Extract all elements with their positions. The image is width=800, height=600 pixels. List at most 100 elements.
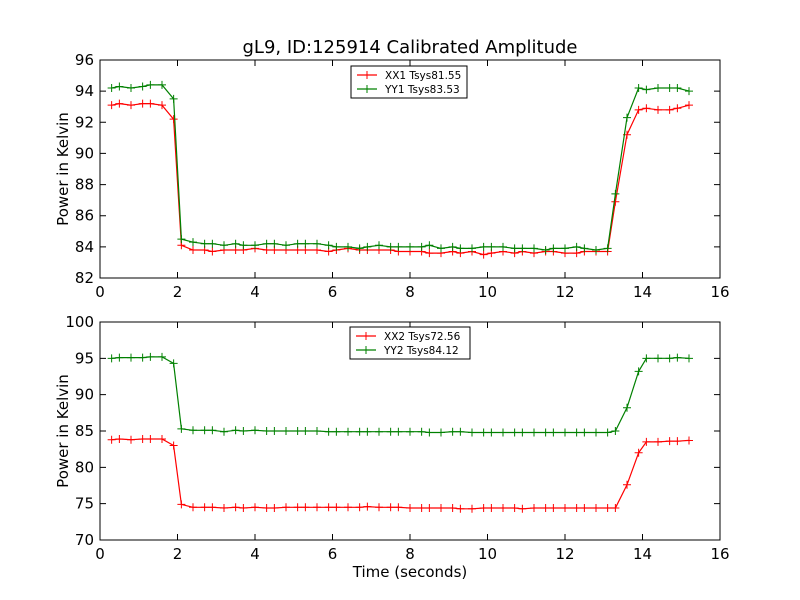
data-point: [355, 244, 364, 253]
data-point: [394, 242, 403, 251]
data-point: [518, 504, 527, 513]
data-point: [437, 244, 445, 253]
legend-marker: [362, 346, 370, 354]
x-tick-label: 2: [173, 283, 183, 301]
data-point: [530, 428, 538, 437]
data-point: [324, 241, 333, 250]
data-point: [642, 104, 651, 113]
x-tick-label: 0: [95, 283, 105, 301]
data-point: [634, 448, 643, 457]
legend-box: [350, 65, 468, 99]
data-point: [231, 426, 240, 435]
data-point: [456, 427, 465, 436]
data-point: [499, 428, 507, 437]
data-point: [282, 427, 290, 435]
data-point: [448, 504, 457, 513]
data-point: [208, 503, 217, 512]
y-tick-label: 85: [75, 422, 94, 440]
data-point: [293, 427, 302, 435]
data-point: [487, 428, 496, 437]
data-point: [479, 242, 488, 251]
data-point: [208, 239, 217, 248]
data-point: [479, 504, 488, 513]
y-tick-label: 86: [75, 207, 94, 225]
data-point: [177, 500, 186, 509]
data-point: [324, 427, 333, 436]
lower-plot: 0 2 4 6 8 10 12 14 16 70 75 80 85 90 95 100 Power in Kel…: [54, 313, 730, 581]
data-point: [417, 242, 426, 251]
x-tick-label: 14: [633, 545, 652, 563]
data-point: [561, 244, 569, 253]
data-point: [355, 503, 364, 512]
data-point: [592, 245, 600, 254]
data-point: [158, 434, 166, 443]
data-point: [251, 426, 259, 435]
data-point: [344, 427, 352, 436]
data-point: [301, 427, 310, 435]
x-tick-label: 4: [250, 283, 260, 301]
data-point: [115, 434, 124, 443]
data-point: [189, 503, 197, 512]
data-point: [127, 101, 135, 110]
data-point: [344, 503, 352, 512]
data-point: [138, 353, 147, 362]
legend-label: YY1 Tsys83.53: [384, 84, 460, 96]
data-point: [220, 241, 228, 250]
legend-label: XX2 Tsys72.56: [384, 331, 461, 343]
data-point: [549, 244, 558, 253]
legend-marker: [363, 85, 371, 93]
x-tick-label: 16: [710, 545, 729, 563]
data-point: [386, 427, 395, 436]
data-point: [406, 242, 414, 251]
data-point: [572, 242, 581, 251]
data-point: [592, 504, 600, 513]
data-point: [437, 504, 445, 513]
data-point: [406, 427, 414, 436]
data-point: [146, 434, 155, 443]
data-point: [231, 503, 240, 512]
data-point: [518, 244, 527, 253]
data-point: [189, 426, 197, 435]
data-point: [169, 441, 178, 450]
data-point: [386, 242, 395, 251]
data-point: [634, 367, 643, 376]
legend: XX2 Tsys72.56 YY2 Tsys84.12: [349, 326, 471, 360]
data-point: [127, 84, 135, 93]
data-point: [456, 504, 465, 513]
y-tick-label: 88: [75, 176, 94, 194]
y-axis-label: Power in Kelvin: [54, 374, 72, 488]
data-point: [611, 427, 620, 435]
data-point: [654, 354, 662, 363]
data-point: [107, 354, 116, 363]
data-point: [611, 197, 620, 206]
data-point: [499, 242, 507, 251]
data-point: [231, 239, 240, 248]
data-point: [282, 241, 290, 250]
data-point: [251, 503, 259, 512]
data-point: [394, 427, 403, 436]
legend-label: YY2 Tsys84.12: [383, 345, 459, 357]
data-point: [603, 504, 612, 513]
data-point: [220, 504, 228, 513]
data-point: [270, 239, 279, 248]
data-point: [654, 105, 662, 114]
data-point: [293, 503, 302, 512]
y-tick-label: 90: [75, 386, 94, 404]
data-point: [642, 354, 651, 363]
data-point: [313, 503, 321, 512]
data-point: [673, 353, 682, 362]
y-axis-label: Power in Kelvin: [54, 112, 72, 226]
data-point: [665, 84, 674, 93]
chart-title: gL9, ID:125914 Calibrated Amplitude: [243, 37, 578, 58]
y-tick-label: 84: [75, 238, 94, 256]
data-point: [561, 428, 569, 437]
data-point: [239, 427, 248, 435]
data-point: [115, 353, 124, 362]
data-point: [549, 428, 558, 437]
data-point: [623, 113, 631, 122]
data-point: [634, 84, 643, 93]
data-point: [518, 428, 527, 437]
y-tick-label: 100: [65, 313, 94, 331]
